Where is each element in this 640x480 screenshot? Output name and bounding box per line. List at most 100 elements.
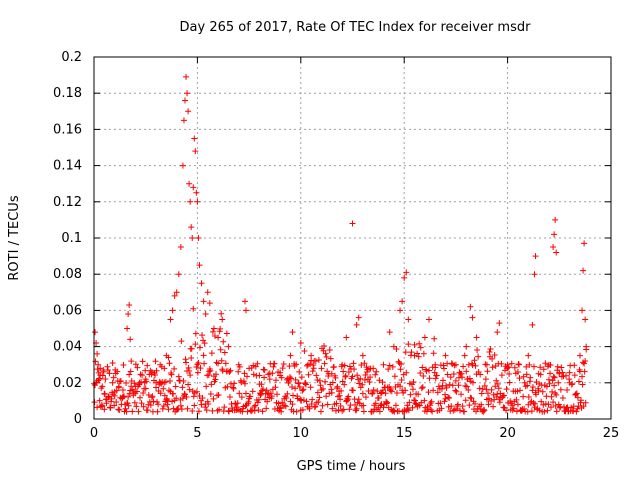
data-point — [513, 408, 520, 415]
data-point — [390, 407, 397, 414]
data-point — [346, 406, 353, 413]
data-point — [278, 408, 285, 415]
data-point — [535, 387, 542, 394]
data-point — [178, 406, 185, 413]
data-point — [186, 180, 193, 187]
data-point — [219, 367, 226, 374]
data-point — [127, 368, 134, 375]
data-point — [542, 400, 549, 407]
data-point — [183, 359, 190, 366]
data-point — [517, 387, 524, 394]
data-point — [330, 363, 337, 370]
data-point — [373, 368, 380, 375]
data-point — [457, 407, 464, 414]
data-point — [496, 399, 503, 406]
data-point — [410, 378, 417, 385]
data-point — [526, 378, 533, 385]
data-point — [515, 361, 522, 368]
data-point — [370, 387, 377, 394]
data-point — [433, 372, 440, 379]
data-point — [152, 358, 159, 365]
data-point — [522, 383, 529, 390]
data-point — [251, 407, 258, 414]
data-point — [193, 363, 200, 370]
data-point — [579, 373, 586, 380]
data-point — [442, 391, 449, 398]
data-point — [255, 396, 262, 403]
data-point — [491, 352, 498, 359]
data-point — [230, 384, 237, 391]
data-point — [318, 365, 325, 372]
data-point — [545, 376, 552, 383]
data-point — [535, 370, 542, 377]
data-point — [359, 352, 366, 359]
data-point — [114, 368, 121, 375]
data-point — [202, 311, 209, 318]
data-point — [437, 400, 444, 407]
data-point — [304, 362, 311, 369]
data-point — [252, 402, 259, 409]
data-point — [415, 353, 422, 360]
data-point — [482, 376, 489, 383]
data-point — [217, 346, 224, 353]
data-point — [384, 399, 391, 406]
data-point — [265, 371, 272, 378]
data-point — [566, 376, 573, 383]
data-point — [160, 385, 167, 392]
data-point — [393, 390, 400, 397]
data-point — [452, 387, 459, 394]
data-point — [289, 383, 296, 390]
data-point — [99, 372, 106, 379]
data-point — [431, 335, 438, 342]
data-point — [293, 408, 300, 415]
data-point — [335, 407, 342, 414]
data-point — [438, 405, 445, 412]
data-point — [259, 408, 266, 415]
data-point — [514, 401, 521, 408]
data-point — [169, 398, 176, 405]
data-point — [180, 117, 187, 124]
data-point — [484, 390, 491, 397]
data-point — [289, 401, 296, 408]
data-point — [161, 365, 168, 372]
data-point — [94, 404, 101, 411]
data-point — [165, 406, 172, 413]
data-point — [341, 362, 348, 369]
data-point — [472, 400, 479, 407]
data-point — [221, 404, 228, 411]
data-point — [144, 362, 151, 369]
data-point — [559, 369, 566, 376]
data-point — [152, 372, 159, 379]
data-point — [218, 310, 225, 317]
data-point — [552, 402, 559, 409]
data-point — [452, 377, 459, 384]
data-point — [557, 386, 564, 393]
data-point — [340, 368, 347, 375]
data-point — [407, 391, 414, 398]
data-point — [134, 364, 141, 371]
data-point — [279, 399, 286, 406]
data-point — [197, 365, 204, 372]
data-point — [339, 378, 346, 385]
data-point — [529, 321, 536, 328]
data-point — [251, 403, 258, 410]
data-point — [140, 403, 147, 410]
data-point — [362, 394, 369, 401]
data-point — [498, 360, 505, 367]
data-point — [108, 395, 115, 402]
data-point — [216, 406, 223, 413]
data-point — [397, 366, 404, 373]
data-point — [461, 352, 468, 359]
data-point — [137, 394, 144, 401]
data-point — [157, 390, 164, 397]
data-point — [203, 407, 210, 414]
data-point — [286, 363, 293, 370]
data-point — [312, 358, 319, 365]
data-point — [488, 386, 495, 393]
data-point — [202, 404, 209, 411]
y-tick-label: 0.02 — [53, 376, 82, 391]
data-point — [120, 362, 127, 369]
data-point — [225, 407, 232, 414]
data-point — [137, 371, 144, 378]
data-point — [268, 393, 275, 400]
